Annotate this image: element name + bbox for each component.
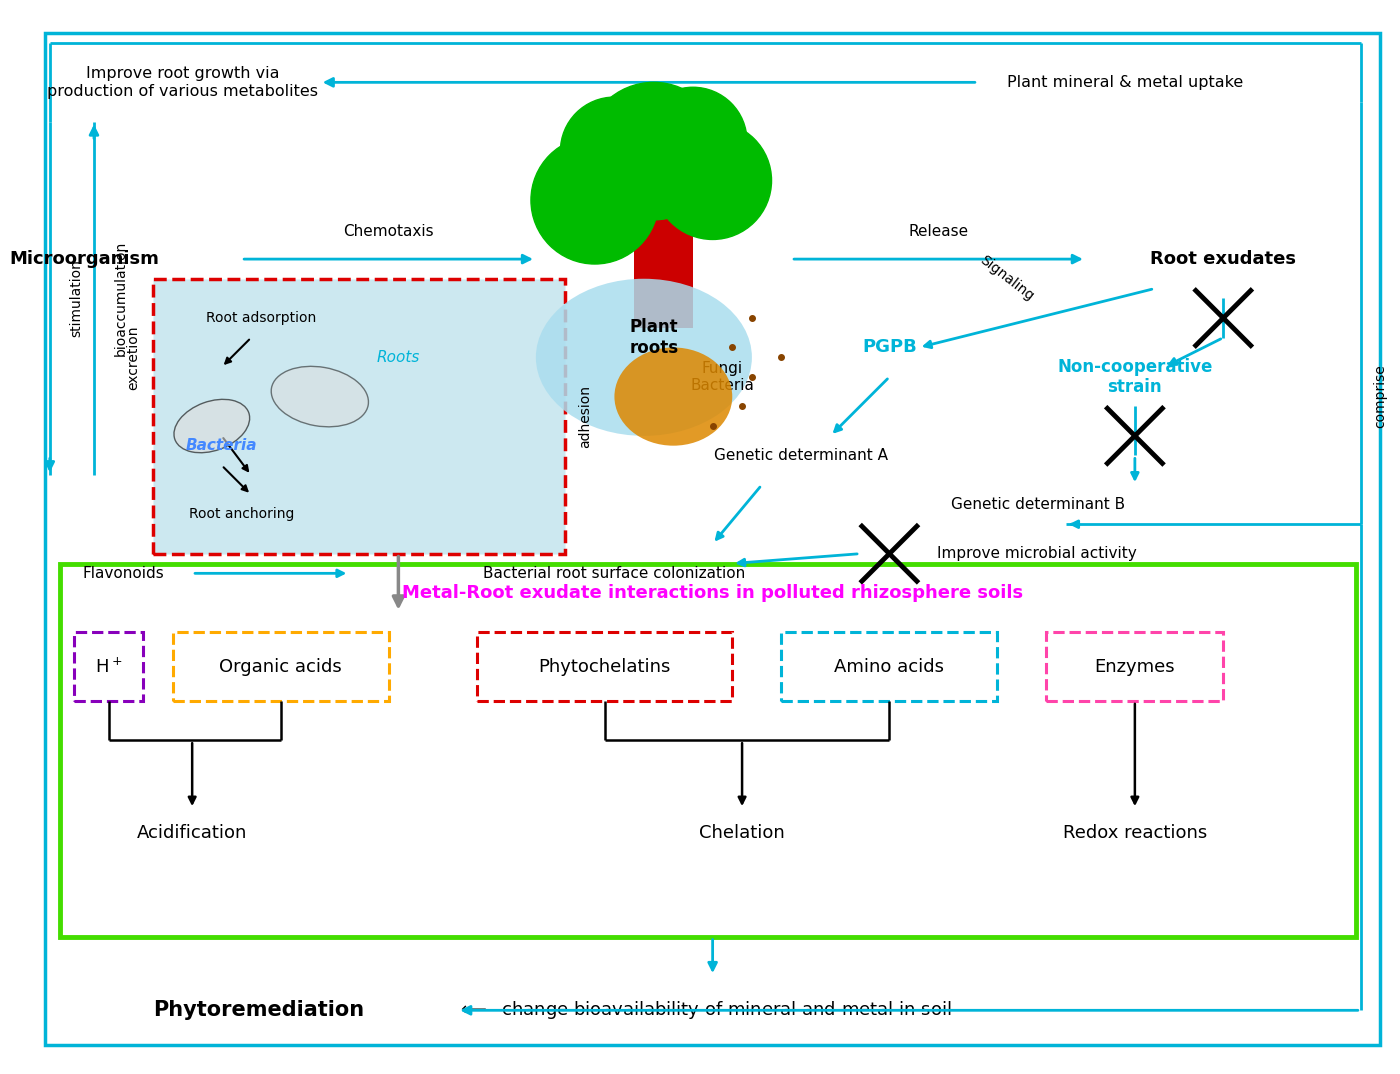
Text: $\longleftarrow$  change bioavailability of mineral and metal in soil: $\longleftarrow$ change bioavailability … <box>458 999 952 1021</box>
Bar <box>781 633 997 701</box>
Circle shape <box>560 97 668 205</box>
Text: Phytochelatins: Phytochelatins <box>539 657 671 676</box>
Text: Improve root growth via
production of various metabolites: Improve root growth via production of va… <box>46 67 318 99</box>
Bar <box>634 151 693 328</box>
Text: Amino acids: Amino acids <box>834 657 945 676</box>
Text: Improve microbial activity: Improve microbial activity <box>937 547 1137 562</box>
Text: excretion: excretion <box>126 325 140 390</box>
Text: Organic acids: Organic acids <box>220 657 342 676</box>
Circle shape <box>654 121 771 240</box>
Text: Root anchoring: Root anchoring <box>189 507 294 521</box>
Text: stimulation: stimulation <box>70 260 84 337</box>
Text: Release: Release <box>909 224 969 240</box>
Text: Bacteria: Bacteria <box>186 438 258 453</box>
Bar <box>74 633 143 701</box>
Circle shape <box>585 83 722 220</box>
Bar <box>60 564 1355 937</box>
Ellipse shape <box>615 348 732 446</box>
Bar <box>153 279 566 554</box>
Text: Genetic determinant B: Genetic determinant B <box>951 497 1126 512</box>
Bar <box>477 633 732 701</box>
Text: H$^+$: H$^+$ <box>95 657 122 677</box>
Text: Root exudates: Root exudates <box>1151 250 1296 268</box>
Ellipse shape <box>536 279 752 436</box>
Text: Signaling: Signaling <box>977 253 1037 304</box>
Ellipse shape <box>174 400 249 453</box>
Text: Genetic determinant A: Genetic determinant A <box>714 448 888 463</box>
Text: Roots: Roots <box>377 350 420 365</box>
Text: adhesion: adhesion <box>578 384 592 448</box>
Text: Acidification: Acidification <box>137 824 248 842</box>
Circle shape <box>531 136 658 264</box>
Text: Flavonoids: Flavonoids <box>83 566 164 581</box>
Text: comprise: comprise <box>1373 365 1387 429</box>
Text: Enzymes: Enzymes <box>1095 657 1175 676</box>
Ellipse shape <box>272 366 368 426</box>
Text: Root adsorption: Root adsorption <box>206 311 316 325</box>
Text: Microorganism: Microorganism <box>10 250 160 268</box>
Text: Redox reactions: Redox reactions <box>1063 824 1207 842</box>
Text: Phytoremediation: Phytoremediation <box>153 1000 364 1020</box>
Text: Plant
roots: Plant roots <box>629 318 678 357</box>
Text: Metal-Root exudate interactions in polluted rhizosphere soils: Metal-Root exudate interactions in pollu… <box>402 584 1023 601</box>
Circle shape <box>638 87 748 195</box>
Text: Plant mineral & metal uptake: Plant mineral & metal uptake <box>1007 75 1243 90</box>
Text: Bacterial root surface colonization: Bacterial root surface colonization <box>483 566 746 581</box>
Text: Chemotaxis: Chemotaxis <box>343 224 434 240</box>
Bar <box>1046 633 1224 701</box>
Text: PGPB: PGPB <box>862 338 917 357</box>
Text: bioaccumulation: bioaccumulation <box>113 241 127 355</box>
Text: Chelation: Chelation <box>699 824 785 842</box>
Text: Fungi
Bacteria: Fungi Bacteria <box>690 361 755 393</box>
Text: Non-cooperative
strain: Non-cooperative strain <box>1057 358 1212 396</box>
Bar <box>172 633 389 701</box>
